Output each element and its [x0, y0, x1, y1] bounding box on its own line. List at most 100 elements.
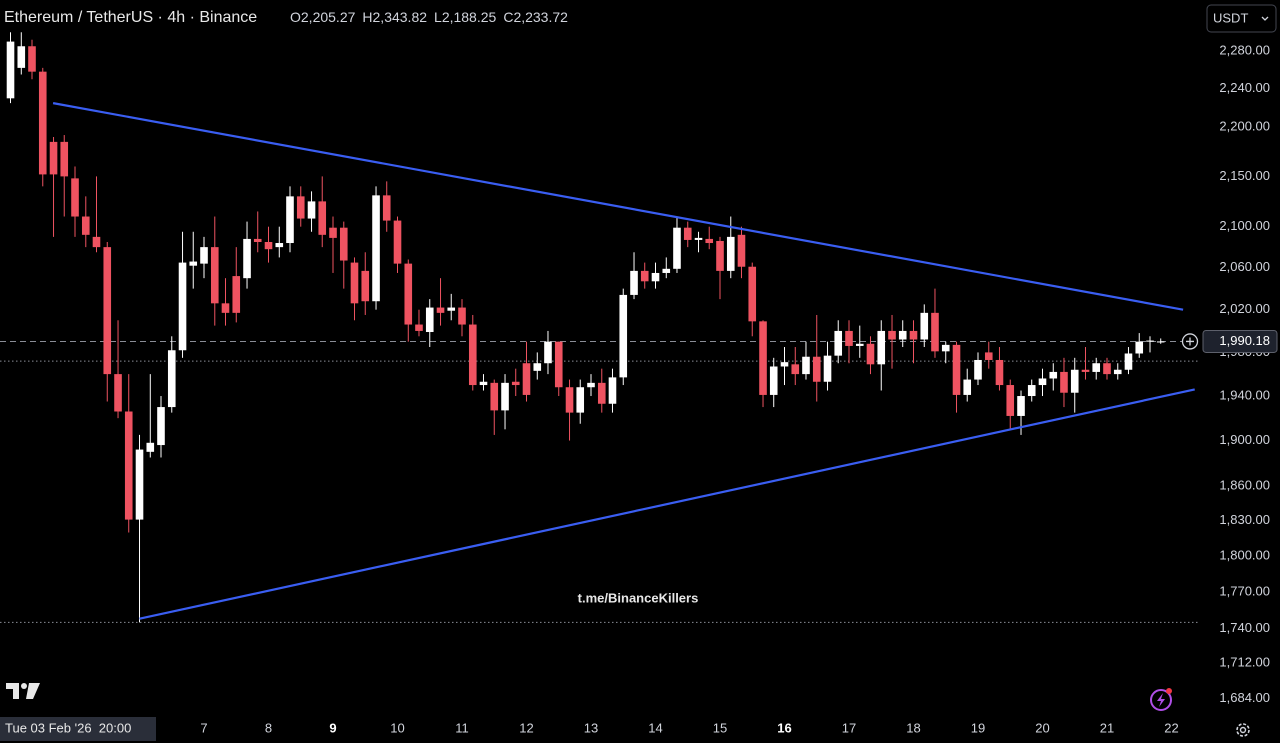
ohlc-header: O2,205.27 H2,343.82 L2,188.25 C2,233.72: [290, 9, 568, 25]
candle-body: [683, 227, 692, 240]
candle-body: [1135, 341, 1144, 354]
gear-ring: [1236, 723, 1250, 737]
y-tick-label: 1,940.00: [1219, 387, 1270, 402]
candle-body: [1070, 369, 1079, 393]
candle-body: [522, 363, 531, 395]
candle-body: [866, 343, 875, 365]
candle-body: [114, 374, 122, 412]
x-tick-label: 9: [329, 720, 336, 735]
settings-icon[interactable]: [1236, 723, 1250, 737]
y-tick-label: 2,280.00: [1219, 42, 1270, 57]
ohlc-name: L: [434, 9, 442, 25]
candle-body: [630, 270, 638, 295]
candle-body: [468, 324, 477, 386]
candle-body: [17, 46, 26, 68]
candle-body: [28, 46, 36, 72]
candle-body: [232, 276, 241, 313]
candle-body: [243, 238, 251, 279]
candle-body: [49, 141, 58, 175]
candle-body: [92, 236, 101, 248]
candle-body: [640, 270, 649, 282]
candle-body: [372, 195, 380, 302]
candle-body: [479, 381, 488, 386]
x-tick-label: 12: [519, 720, 533, 735]
alert-icon[interactable]: [1150, 688, 1172, 711]
candle-body: [898, 330, 907, 340]
candle-body: [393, 220, 402, 264]
candle-body: [587, 382, 595, 388]
candle-body: [103, 247, 112, 375]
candle-body: [823, 355, 832, 382]
x-tick-label: 15: [713, 720, 727, 735]
candle-body: [60, 141, 69, 177]
candle-body: [984, 352, 993, 360]
candle-body: [673, 227, 681, 269]
candle-body: [458, 307, 466, 325]
x-tick-label: 21: [1100, 720, 1114, 735]
x-tick-label: 10: [390, 720, 404, 735]
candle-body: [952, 344, 961, 395]
candle-body: [694, 237, 703, 240]
candle-body: [1081, 369, 1090, 372]
candle-body: [178, 262, 187, 351]
candle-body: [597, 382, 606, 404]
x-tick-label: 16: [777, 720, 791, 735]
candle-body: [931, 312, 939, 352]
currency-button[interactable]: [1206, 4, 1277, 33]
candle-body: [855, 343, 864, 346]
candle-body: [253, 238, 262, 242]
y-tick-label: 2,100.00: [1219, 218, 1270, 233]
candle-body: [769, 366, 778, 395]
candle-body: [221, 303, 230, 313]
candle-body: [748, 266, 757, 322]
currency-select[interactable]: USDT: [1206, 4, 1277, 33]
candle-body: [425, 307, 434, 333]
candle-body: [1156, 341, 1165, 343]
candle-body: [737, 234, 746, 267]
x-tick-label: 14: [648, 720, 662, 735]
y-tick-label: 1,900.00: [1219, 432, 1270, 447]
candle-body: [920, 312, 929, 340]
candle-body: [845, 330, 853, 346]
candle-body: [1124, 353, 1133, 370]
candle-body: [576, 387, 585, 413]
candle-body: [167, 350, 176, 408]
candle-body: [1060, 371, 1068, 393]
y-tick-label: 1,684.00: [1219, 690, 1270, 705]
candle-body: [619, 294, 628, 378]
ohlc-value: 2,233.72: [513, 9, 568, 25]
candle-body: [554, 341, 563, 388]
candle-body: [1146, 340, 1154, 342]
add-alert-plus: [1186, 337, 1194, 346]
alert-bolt: [1157, 693, 1165, 707]
candle-body: [995, 359, 1004, 386]
candle-body: [339, 227, 348, 261]
candle-body: [662, 268, 671, 273]
currency-label[interactable]: USDT: [1213, 10, 1248, 25]
x-tick-label: 17: [842, 720, 856, 735]
plot-area: [0, 32, 1200, 623]
x-tick-label: 18: [906, 720, 920, 735]
ohlc-name: H: [362, 9, 372, 25]
chart-title: Ethereum / TetherUS · 4h · Binance: [4, 9, 257, 26]
watermark: t.me/BinanceKillers: [578, 590, 699, 605]
candle-body: [157, 407, 165, 446]
tv-logo[interactable]: [6, 683, 40, 699]
dropdown-arrow: [1261, 16, 1269, 21]
candle-body: [38, 71, 47, 175]
candle-body: [382, 195, 391, 221]
candle-body: [361, 270, 370, 302]
logo-part: [6, 683, 19, 699]
candle-body: [6, 41, 15, 99]
logo-part: [26, 683, 40, 699]
candle-body: [200, 247, 208, 264]
candle-body: [974, 359, 982, 380]
y-tick-label: 2,020.00: [1219, 301, 1270, 316]
y-tick-label: 2,150.00: [1219, 168, 1270, 183]
gear-core: [1239, 726, 1247, 734]
candle-body: [802, 356, 810, 375]
y-tick-label: 1,712.00: [1219, 655, 1270, 670]
candle-body: [1006, 385, 1015, 416]
